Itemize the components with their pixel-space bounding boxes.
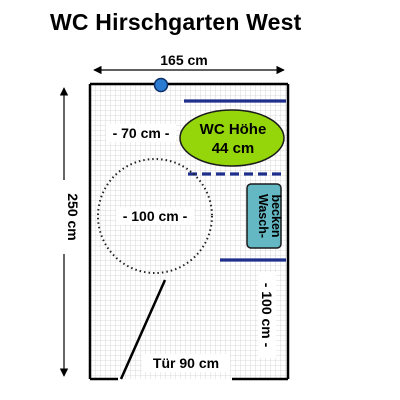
- sink-label-line1: Wasch-: [256, 194, 270, 238]
- wc-label-line2: 44 cm: [212, 140, 255, 157]
- handrails: [184, 99, 286, 262]
- page-title: WC Hirschgarten West: [50, 9, 302, 35]
- room-walls: [88, 82, 290, 381]
- width-label: 165 cm: [160, 52, 207, 68]
- door-label: Tür 90 cm: [153, 355, 219, 371]
- turning-circle-label: - 100 cm -: [123, 208, 188, 224]
- wc-clearance-label: - 70 cm -: [113, 125, 170, 141]
- turning-circle: [97, 158, 213, 274]
- right-clearance-label: - 100 cm -: [259, 283, 275, 348]
- sink-label-line2: becken: [269, 194, 283, 237]
- valve-icon: [153, 77, 169, 93]
- height-label: 250 cm: [65, 193, 81, 240]
- door-leaf: [119, 279, 167, 380]
- wc-bowl: [179, 109, 285, 167]
- sink: [246, 183, 282, 249]
- wc-label-line1: WC Höhe: [200, 121, 267, 138]
